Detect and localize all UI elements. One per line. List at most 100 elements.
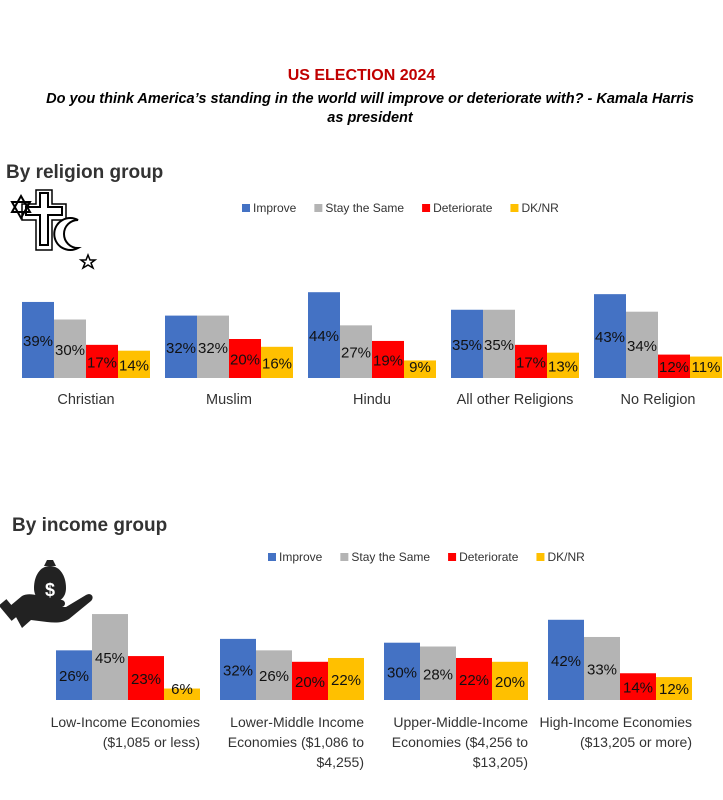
bar-improve bbox=[220, 638, 256, 700]
data-label: 32% bbox=[198, 340, 228, 357]
data-label: 32% bbox=[223, 662, 253, 679]
data-label: 45% bbox=[95, 650, 125, 667]
category-label: ($1,085 or less) bbox=[103, 734, 200, 750]
religion-symbols-icon bbox=[10, 189, 98, 270]
category-label: Upper-Middle-Income bbox=[393, 714, 528, 730]
legend-label: Improve bbox=[279, 550, 323, 564]
data-label: 28% bbox=[423, 666, 453, 683]
bar-deteriorate bbox=[515, 344, 547, 378]
svg-text:$: $ bbox=[45, 580, 55, 600]
data-label: 35% bbox=[452, 337, 482, 354]
data-label: 22% bbox=[331, 672, 361, 689]
bar-stay-the-same bbox=[92, 614, 128, 700]
bar-improve bbox=[165, 315, 197, 378]
category-label: Hindu bbox=[353, 392, 391, 408]
data-label: 12% bbox=[659, 359, 689, 376]
bar-dk-nr bbox=[690, 356, 722, 378]
data-label: 33% bbox=[587, 661, 617, 678]
legend-swatch bbox=[314, 204, 323, 212]
data-label: 14% bbox=[119, 357, 149, 374]
legend-swatch bbox=[422, 204, 431, 212]
data-label: 17% bbox=[516, 354, 546, 371]
category-label: Christian bbox=[57, 392, 114, 408]
bar-improve bbox=[548, 619, 584, 700]
data-label: 42% bbox=[551, 653, 581, 670]
bar-improve bbox=[384, 642, 420, 700]
legend-swatch bbox=[340, 553, 349, 561]
legend-label: Deteriorate bbox=[459, 550, 519, 564]
bar-deteriorate bbox=[292, 661, 328, 700]
bar-deteriorate bbox=[128, 656, 164, 700]
category-label: No Religion bbox=[621, 392, 696, 408]
bar-stay-the-same bbox=[197, 315, 229, 378]
data-label: 19% bbox=[373, 352, 403, 369]
category-label: High-Income Economies bbox=[539, 714, 692, 730]
data-label: 35% bbox=[484, 337, 514, 354]
bar-deteriorate bbox=[229, 339, 261, 378]
data-label: 27% bbox=[341, 345, 371, 362]
data-label: 20% bbox=[230, 352, 260, 369]
category-label: Economies ($1,086 to bbox=[228, 734, 364, 750]
legend-label: DK/NR bbox=[521, 201, 559, 215]
legend-label: Stay the Same bbox=[351, 550, 430, 564]
income-section-title: By income group bbox=[12, 515, 168, 536]
data-label: 11% bbox=[692, 359, 721, 376]
category-label: ($13,205 or more) bbox=[580, 734, 692, 750]
bar-stay-the-same bbox=[420, 646, 456, 700]
chart-title: US ELECTION 2024 bbox=[287, 67, 436, 84]
data-label: 12% bbox=[659, 681, 689, 698]
bar-improve bbox=[451, 309, 483, 378]
bar-improve bbox=[22, 301, 54, 378]
data-label: 23% bbox=[131, 671, 161, 688]
bar-dk-nr bbox=[404, 360, 436, 378]
data-label: 9% bbox=[409, 359, 431, 376]
data-label: 26% bbox=[259, 668, 289, 685]
bar-deteriorate bbox=[456, 657, 492, 700]
data-label: 6% bbox=[171, 681, 193, 698]
bar-stay-the-same bbox=[340, 325, 372, 378]
money-hand-icon: $ bbox=[0, 560, 93, 628]
bar-dk-nr bbox=[547, 352, 579, 378]
data-label: 16% bbox=[262, 355, 292, 372]
legend-swatch bbox=[268, 553, 276, 561]
chart-subtitle: Do you think America’s standing in the w… bbox=[46, 91, 694, 126]
legend-label: Improve bbox=[253, 201, 297, 215]
bar-deteriorate bbox=[620, 673, 656, 700]
legend-swatch bbox=[536, 553, 545, 561]
bar-deteriorate bbox=[86, 344, 118, 378]
bar-dk-nr bbox=[118, 350, 150, 378]
category-label: $4,255) bbox=[317, 754, 364, 770]
bar-improve bbox=[594, 294, 626, 378]
data-label: 20% bbox=[295, 674, 325, 691]
bar-stay-the-same bbox=[483, 309, 515, 378]
data-label: 32% bbox=[166, 340, 196, 357]
bar-dk-nr bbox=[656, 677, 692, 700]
bar-stay-the-same bbox=[54, 319, 86, 378]
legend-label: Stay the Same bbox=[325, 201, 404, 215]
bar-dk-nr bbox=[328, 657, 364, 700]
legend-swatch bbox=[242, 204, 250, 212]
bar-stay-the-same bbox=[626, 311, 658, 378]
category-label: Muslim bbox=[206, 392, 252, 408]
data-label: 26% bbox=[59, 668, 89, 685]
legend-label: DK/NR bbox=[547, 550, 585, 564]
data-label: 43% bbox=[595, 329, 625, 346]
data-label: 22% bbox=[459, 672, 489, 689]
data-label: 13% bbox=[548, 358, 578, 375]
category-label: Economies ($4,256 to bbox=[392, 734, 528, 750]
category-label: Low-Income Economies bbox=[51, 714, 200, 730]
legend-swatch bbox=[510, 204, 519, 212]
legend-label: Deteriorate bbox=[433, 201, 493, 215]
bar-stay-the-same bbox=[584, 636, 620, 700]
bar-deteriorate bbox=[372, 340, 404, 378]
bar-stay-the-same bbox=[256, 650, 292, 700]
data-label: 20% bbox=[495, 674, 525, 691]
bar-dk-nr bbox=[164, 688, 200, 700]
data-label: 44% bbox=[309, 328, 339, 345]
data-label: 34% bbox=[627, 338, 657, 355]
religion-section-title: By religion group bbox=[6, 162, 164, 183]
bar-dk-nr bbox=[261, 346, 293, 378]
category-label: $13,205) bbox=[473, 754, 528, 770]
data-label: 14% bbox=[623, 680, 653, 697]
